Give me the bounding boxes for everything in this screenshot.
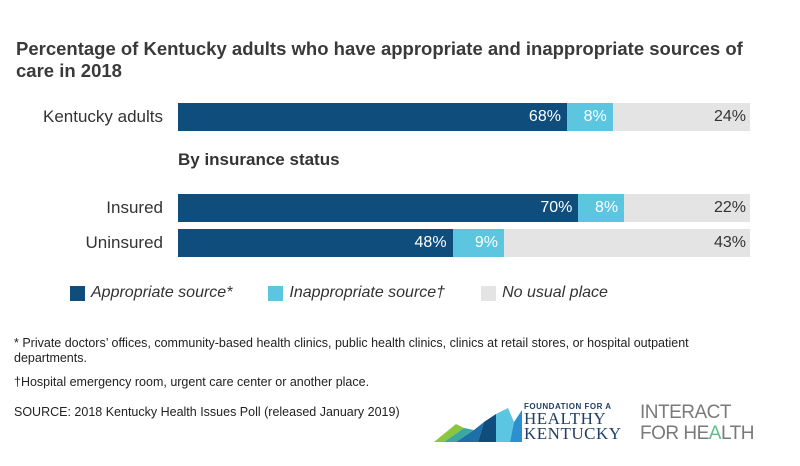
row-label-uninsured: Uninsured bbox=[85, 233, 164, 252]
data-label: 9% bbox=[474, 234, 499, 251]
bar-segment-inappropriate: 9% bbox=[452, 229, 505, 257]
legend-swatch-no-usual-place bbox=[481, 285, 497, 301]
bar-uninsured: 48% 9% 43% bbox=[178, 229, 750, 257]
bar-segment-inappropriate: 8% bbox=[566, 103, 613, 131]
bar-segment-no-usual-place: 43% bbox=[504, 229, 750, 257]
bar-segment-no-usual-place: 22% bbox=[624, 194, 750, 222]
chart-legend: Appropriate source* Inappropriate source… bbox=[70, 284, 644, 302]
bar-segment-appropriate: 68% bbox=[178, 103, 567, 131]
source-note: SOURCE: 2018 Kentucky Health Issues Poll… bbox=[14, 405, 400, 419]
fhk-logo-line1: FOUNDATION FOR A bbox=[524, 402, 612, 411]
footnote-dagger: †Hospital emergency room, urgent care ce… bbox=[14, 375, 370, 389]
data-label: 68% bbox=[528, 108, 561, 125]
data-label: 24% bbox=[713, 108, 746, 125]
footnote-asterisk: * Private doctors’ offices, community-ba… bbox=[14, 336, 689, 365]
legend-label-no-usual-place: No usual place bbox=[502, 284, 608, 301]
legend-label-inappropriate: Inappropriate source† bbox=[289, 284, 446, 301]
chart-title: Percentage of Kentucky adults who have a… bbox=[16, 38, 743, 81]
legend-swatch-inappropriate bbox=[268, 285, 284, 301]
bar-segment-appropriate: 48% bbox=[178, 229, 453, 257]
fhk-logo-line3: KENTUCKY bbox=[524, 424, 622, 443]
legend-item-appropriate: Appropriate source* bbox=[70, 284, 232, 302]
legend-swatch-appropriate bbox=[70, 285, 85, 301]
row-label-kentucky-adults: Kentucky adults bbox=[42, 107, 163, 126]
legend-label-appropriate: Appropriate source* bbox=[91, 284, 233, 301]
bar-segment-inappropriate: 8% bbox=[578, 194, 625, 222]
data-label: 48% bbox=[414, 234, 447, 251]
bar-insured: 70% 8% 22% bbox=[178, 194, 750, 222]
data-label: 22% bbox=[713, 199, 746, 216]
fhk-logo-line2: HEALTHY bbox=[524, 409, 607, 428]
bar-segment-appropriate: 70% bbox=[178, 194, 579, 222]
data-label: 8% bbox=[583, 108, 607, 125]
row-label-insured: Insured bbox=[106, 198, 163, 217]
ifh-logo-accent: A bbox=[708, 423, 722, 444]
ifh-logo-line1: INTERACT bbox=[640, 402, 731, 423]
foundation-for-a-healthy-kentucky-logo: FOUNDATION FOR A HEALTHY KENTUCKY bbox=[434, 402, 622, 444]
legend-item-no-usual-place: No usual place bbox=[481, 284, 608, 302]
data-label: 8% bbox=[595, 199, 619, 216]
bar-segment-no-usual-place: 24% bbox=[612, 103, 750, 131]
bar-kentucky-adults: 68% 8% 24% bbox=[178, 103, 750, 131]
ifh-logo-part2: LTH bbox=[720, 423, 754, 444]
interact-for-health-logo: INTERACT FOR HEALTH bbox=[640, 402, 754, 444]
data-label: 43% bbox=[713, 234, 746, 251]
ifh-logo-part1: FOR HE bbox=[640, 423, 709, 444]
legend-item-inappropriate: Inappropriate source† bbox=[268, 284, 445, 302]
kentucky-shape-icon bbox=[434, 408, 522, 442]
section-label-insurance-status: By insurance status bbox=[178, 150, 340, 169]
data-label: 70% bbox=[540, 199, 573, 216]
ifh-logo-line2: FOR HEALTH bbox=[640, 423, 754, 444]
